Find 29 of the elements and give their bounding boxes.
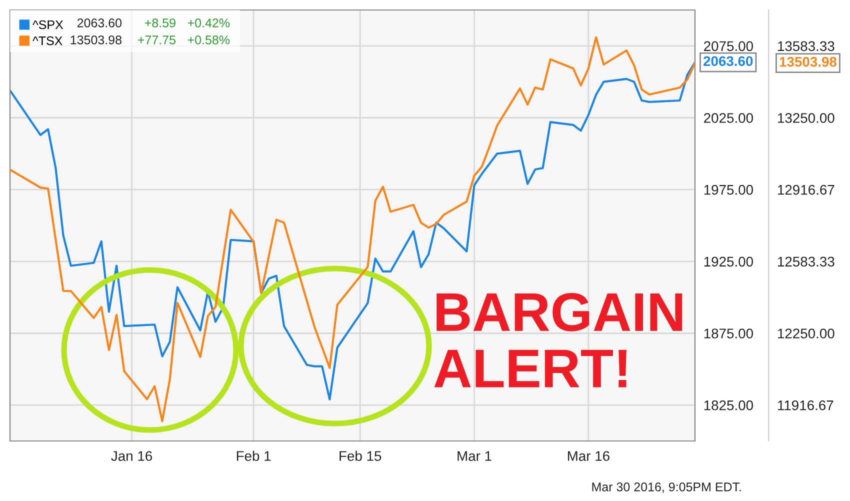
y2-tick-label: 12250.00	[778, 328, 834, 338]
text: 13503.98	[780, 56, 837, 67]
annotation: +77.75	[138, 36, 176, 44]
annotation: BARGAIN ALERT!	[434, 292, 682, 388]
text: Mar 30 2016, 9:05PM EDT.	[592, 482, 741, 493]
y2-tick-label: 12916.67	[778, 184, 834, 195]
y2-tick-label: 11916.67	[778, 400, 834, 410]
annotation: +8.59	[144, 18, 176, 28]
legend-label: ^SPX	[32, 20, 64, 30]
annotation: +0.58%	[188, 36, 230, 44]
y-tick-label: 1925.00	[704, 256, 753, 267]
x-tick-label: Feb 15	[340, 450, 382, 461]
x-tick-label: Mar 1	[458, 451, 492, 461]
x-tick-label: Feb 1	[236, 450, 271, 461]
y2-tick-label: 12583.33	[778, 256, 834, 267]
y-tick-label: 1825.00	[704, 400, 753, 410]
y-tick-label: 1975.00	[704, 184, 753, 195]
y-tick-label: 2025.00	[704, 113, 753, 123]
annotation: 13503.98	[70, 36, 122, 44]
legend-label: ^TSX	[32, 36, 62, 46]
y-tick-label: 1875.00	[704, 328, 753, 338]
annotation: 2063.60	[703, 56, 753, 66]
x-tick-label: Mar 16	[568, 451, 610, 461]
annotation: +0.42%	[188, 18, 230, 28]
y2-tick-label: 13250.00	[778, 113, 834, 123]
y-tick-label: 2075.00	[704, 41, 753, 52]
x-tick-label: Jan 16	[111, 451, 152, 461]
y2-tick-label: 13583.33	[778, 41, 834, 52]
annotation: 2063.60	[77, 18, 122, 28]
